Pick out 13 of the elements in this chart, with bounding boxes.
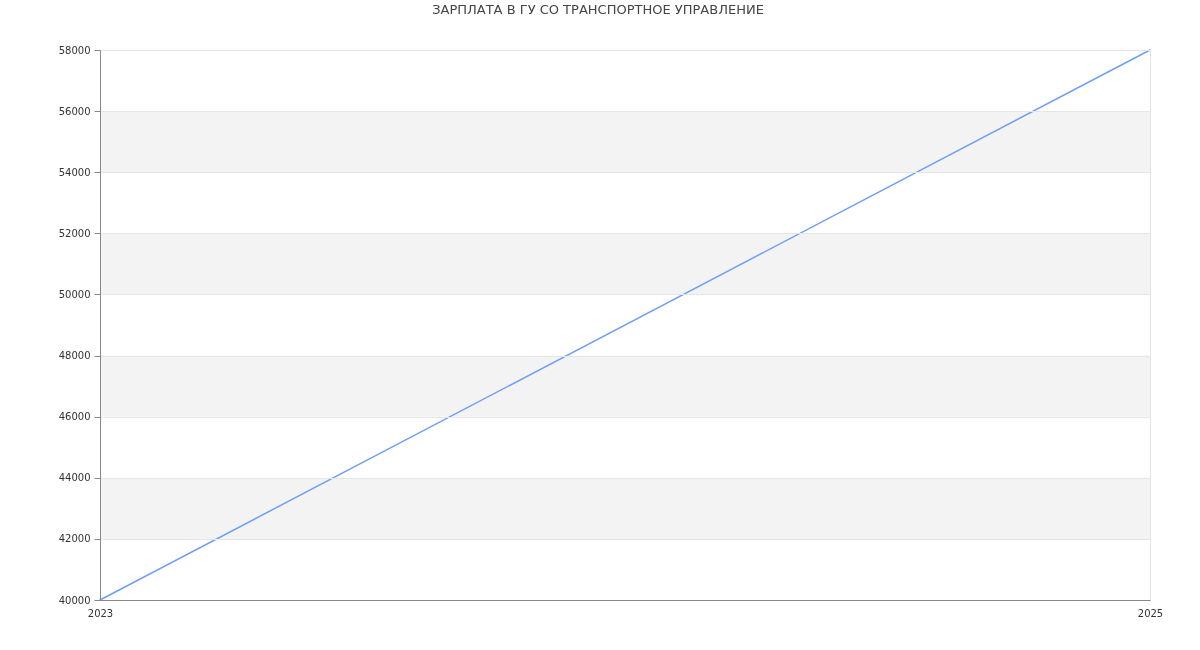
y-tick-label: 40000	[58, 594, 91, 606]
y-tick-label: 52000	[58, 227, 91, 239]
y-tick-label: 50000	[58, 288, 91, 300]
y-tick-label: 46000	[58, 411, 91, 423]
y-tick-label: 44000	[58, 472, 91, 484]
y-tick-label: 48000	[58, 350, 91, 362]
y-tick-label: 54000	[58, 166, 91, 178]
x-tick-label: 2023	[87, 607, 114, 619]
y-tick-label: 42000	[58, 533, 91, 545]
y-tick-label: 56000	[58, 105, 91, 117]
x-tick-label: 2025	[1137, 607, 1164, 619]
y-tick-label: 58000	[58, 44, 91, 56]
chart-title: ЗАРПЛАТА В ГУ СО ТРАНСПОРТНОЕ УПРАВЛЕНИЕ	[432, 2, 764, 17]
